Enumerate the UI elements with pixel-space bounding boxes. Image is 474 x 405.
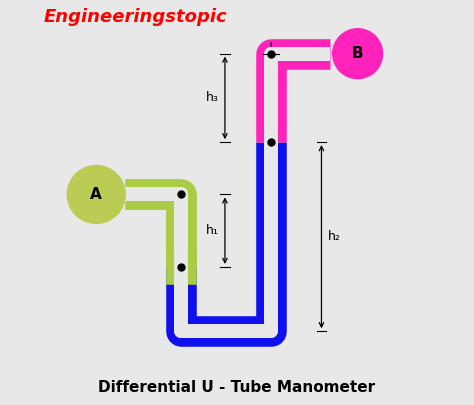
Point bbox=[177, 264, 184, 270]
Circle shape bbox=[67, 166, 125, 224]
Text: h₂: h₂ bbox=[328, 230, 340, 243]
Point bbox=[177, 191, 184, 198]
Text: Differential U - Tube Manometer: Differential U - Tube Manometer bbox=[99, 380, 375, 395]
Text: h₃: h₃ bbox=[206, 92, 219, 104]
Circle shape bbox=[333, 29, 383, 79]
Point bbox=[267, 51, 275, 57]
Text: Engineeringstopic: Engineeringstopic bbox=[44, 8, 228, 26]
Text: A: A bbox=[91, 187, 102, 202]
Text: h₁: h₁ bbox=[206, 224, 219, 237]
Text: B: B bbox=[352, 46, 364, 61]
Point bbox=[267, 139, 275, 145]
